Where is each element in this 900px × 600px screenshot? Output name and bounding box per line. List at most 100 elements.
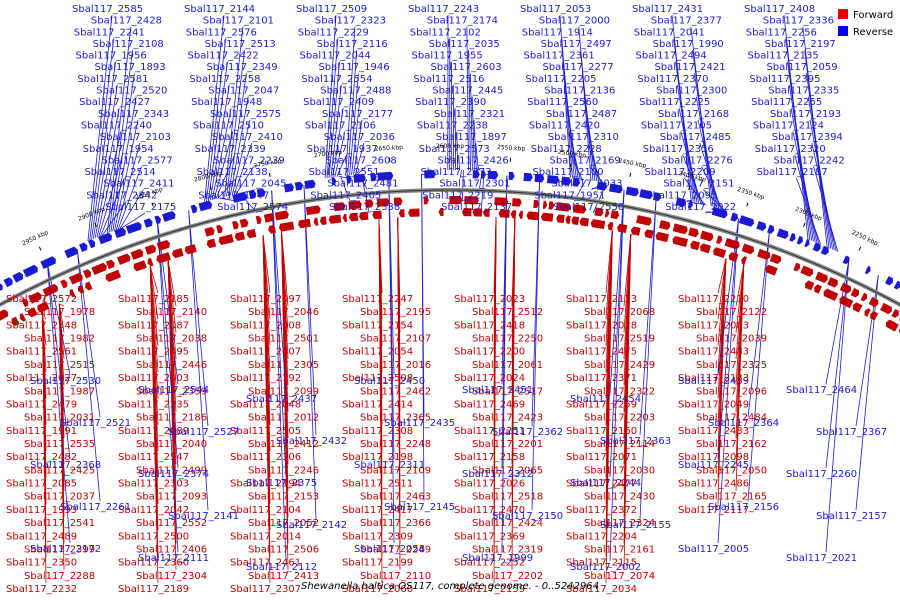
reverse-gene-label: Sbal117_1948 [191, 97, 262, 108]
reverse-gene-label-leader [747, 228, 771, 418]
reverse-gene-label-leader [228, 73, 247, 196]
forward-gene-label: Sbal117_2501 [248, 334, 319, 345]
forward-gene-label: Sbal117_2249 [360, 544, 431, 555]
forward-gene-label: Sbal117_2016 [360, 360, 431, 371]
reverse-gene-label: Sbal117_2544 [138, 385, 209, 396]
forward-gene-label: Sbal117_2463 [360, 492, 431, 503]
reverse-gene-label-leader [825, 261, 850, 469]
reverse-gene-label: Sbal117_2551 [308, 167, 379, 178]
reverse-gene-label-leader [119, 189, 144, 229]
forward-gene-label: Sbal117_2303 [118, 479, 189, 490]
forward-feature [494, 197, 509, 206]
forward-feature [555, 202, 571, 212]
reverse-feature [79, 242, 88, 252]
reverse-gene-label: Sbal117_2156 [708, 502, 779, 513]
forward-feature [234, 231, 246, 242]
forward-gene-label: Sbal117_2518 [472, 492, 543, 503]
reverse-gene-label: Sbal117_2335 [768, 86, 839, 97]
forward-gene-label: Sbal117_2049 [678, 399, 749, 410]
reverse-gene-label-leader [701, 166, 723, 210]
reverse-gene-label: Sbal117_2516 [413, 74, 484, 85]
reverse-gene-label: Sbal117_2059 [766, 62, 837, 73]
forward-gene-label-leader [281, 231, 289, 570]
forward-gene-label: Sbal117_2308 [342, 426, 413, 437]
reverse-gene-label: Sbal117_2103 [100, 132, 171, 143]
forward-gene-label: Sbal117_1993 [6, 505, 77, 516]
reverse-gene-label: Sbal117_2321 [434, 109, 505, 120]
forward-feature [278, 221, 295, 232]
forward-feature [216, 224, 223, 234]
forward-gene-label: Sbal117_2407 [230, 347, 301, 358]
reverse-gene-label: Sbal117_2431 [632, 4, 703, 15]
forward-gene-label: Sbal117_2117 [678, 505, 749, 516]
forward-gene-label: Sbal117_2547 [118, 452, 189, 463]
forward-gene-label: Sbal117_2037 [24, 492, 95, 503]
reverse-gene-label: Sbal117_2041 [634, 27, 705, 38]
reverse-gene-label-leader [117, 166, 142, 230]
reverse-feature [424, 170, 436, 179]
reverse-gene-label: Sbal117_2338 [329, 202, 400, 213]
reverse-gene-label: Sbal117_2111 [138, 553, 209, 564]
reverse-feature [114, 227, 126, 239]
forward-feature [540, 212, 554, 222]
forward-gene-label: Sbal117_2371 [566, 373, 637, 384]
reverse-feature [256, 188, 266, 198]
reverse-gene-label: Sbal117_2373 [420, 167, 491, 178]
reverse-gene-label: Sbal117_1951 [534, 190, 605, 201]
reverse-feature [283, 183, 294, 193]
reverse-gene-label: Sbal117_2219 [422, 190, 493, 201]
reverse-gene-label: Sbal117_2242 [774, 155, 845, 166]
forward-gene-label: Sbal117_2031 [24, 413, 95, 424]
forward-gene-label-leader [167, 260, 177, 570]
forward-feature [11, 316, 20, 326]
forward-gene-label: Sbal117_2107 [360, 334, 431, 345]
reverse-gene-label: Sbal117_2256 [746, 27, 817, 38]
forward-gene-label: Sbal117_2186 [136, 413, 207, 424]
forward-gene-label: Sbal117_2446 [136, 360, 207, 371]
reverse-gene-label-leader [235, 166, 254, 195]
forward-gene-label: Sbal117_2469 [454, 399, 525, 410]
reverse-gene-label: Sbal117_2311 [354, 460, 425, 471]
reverse-feature [864, 265, 871, 275]
legend-reverse-swatch [838, 26, 848, 36]
reverse-gene-label: Sbal117_2135 [748, 51, 819, 62]
forward-feature [864, 308, 871, 317]
reverse-feature [608, 183, 623, 194]
reverse-feature [596, 181, 608, 191]
reverse-gene-label-leader [209, 84, 230, 201]
scale-tick-label: 2950 kbp [21, 229, 50, 247]
forward-feature [255, 215, 262, 225]
reverse-gene-label: Sbal117_2487 [546, 109, 617, 120]
forward-gene-label: Sbal117_2251 [454, 426, 525, 437]
forward-gene-label: Sbal117_2325 [696, 360, 767, 371]
forward-gene-label: Sbal117_2414 [342, 399, 413, 410]
reverse-gene-label-leader [570, 154, 583, 180]
reverse-gene-label: Sbal117_2112 [246, 562, 317, 573]
reverse-gene-label: Sbal117_2145 [384, 502, 455, 513]
forward-gene-label: Sbal117_2159 [454, 584, 525, 595]
reverse-feature [756, 221, 767, 231]
reverse-gene-label-leader [470, 73, 473, 171]
reverse-feature [789, 232, 796, 242]
reverse-gene-label: Sbal117_2312 [462, 469, 533, 480]
reverse-gene-label-leader [454, 108, 457, 171]
reverse-gene-label-leader [609, 189, 625, 394]
reverse-feature [143, 218, 153, 228]
forward-gene-label: Sbal117_2040 [136, 439, 207, 450]
reverse-feature [687, 200, 693, 209]
forward-feature [130, 248, 144, 260]
reverse-gene-label: Sbal117_2187 [756, 167, 827, 178]
reverse-gene-label: Sbal117_2356 [643, 144, 714, 155]
reverse-gene-label-leader [330, 84, 342, 178]
reverse-gene-label-leader [271, 190, 287, 394]
forward-gene-label: Sbal117_2479 [6, 399, 77, 410]
reverse-gene-label: Sbal117_2106 [305, 120, 376, 131]
forward-gene-label: Sbal117_2199 [342, 558, 413, 569]
reverse-gene-label-leader [324, 14, 337, 179]
reverse-feature [481, 170, 486, 179]
forward-gene-label: Sbal117_2071 [566, 452, 637, 463]
reverse-feature [561, 176, 572, 186]
reverse-gene-label: Sbal117_2554 [301, 74, 372, 85]
reverse-gene-label-leader [458, 154, 460, 171]
reverse-gene-label: Sbal117_2426 [438, 155, 509, 166]
